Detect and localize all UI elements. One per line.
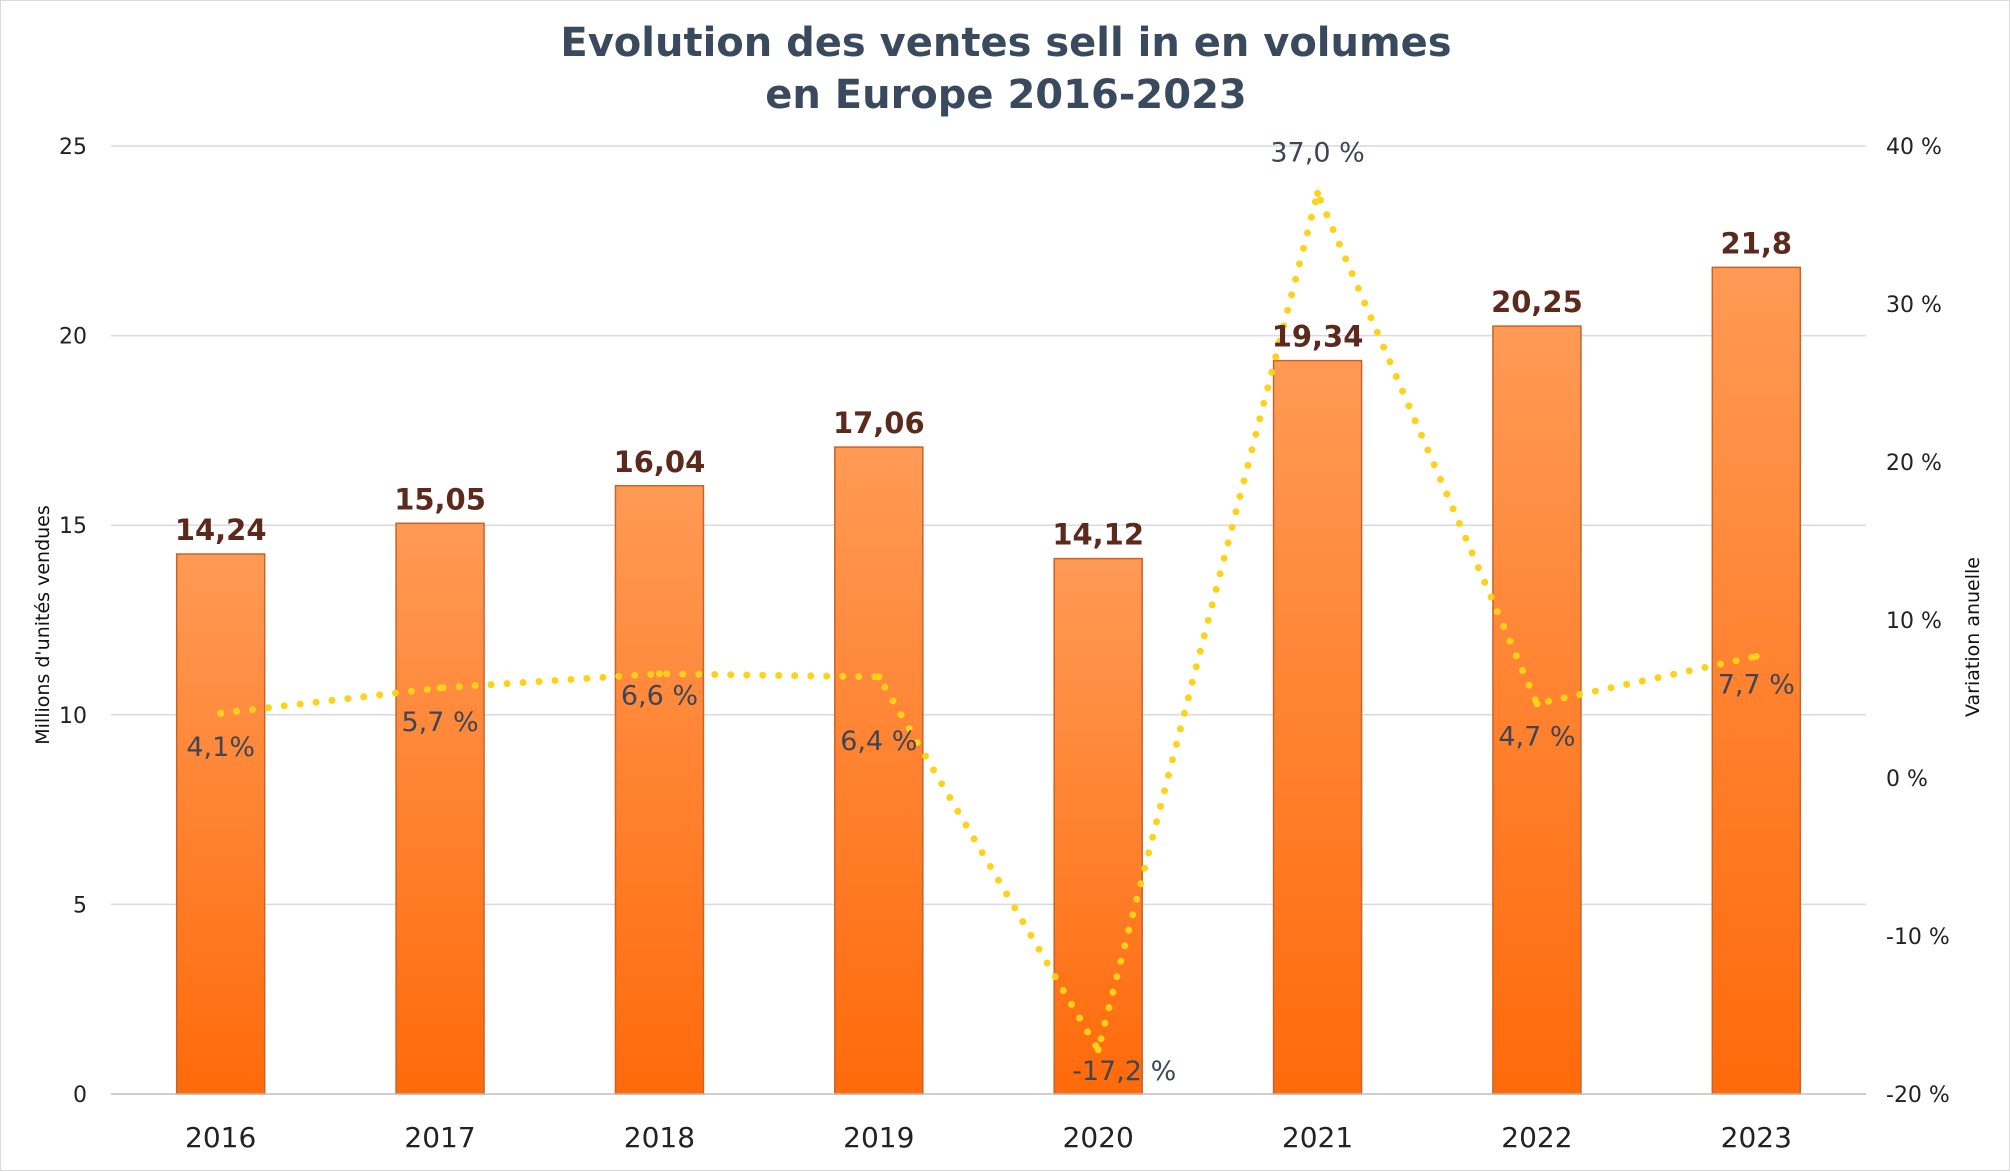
bar	[834, 446, 924, 1095]
y-tick-label-right: -20 %	[1886, 1083, 1950, 1108]
bar	[175, 553, 266, 1095]
bar-value-label: 17,06	[833, 406, 925, 440]
variation-label: 5,7 %	[401, 707, 478, 738]
bar-value-label: 15,05	[394, 482, 486, 516]
variation-label: 6,6 %	[621, 681, 698, 712]
variation-point	[655, 670, 663, 678]
variation-label: 4,7 %	[1498, 722, 1575, 753]
y-tick-label-left: 10	[59, 704, 87, 729]
bar-value-label: 21,8	[1721, 226, 1793, 260]
variation-line	[217, 189, 1760, 1054]
bar-value-label: 14,24	[175, 513, 267, 547]
y-tick-label-left: 5	[73, 893, 87, 918]
x-tick-label: 2019	[843, 1121, 914, 1154]
y-tick-label-right: 20 %	[1886, 451, 1942, 476]
bar	[1711, 266, 1802, 1095]
bar	[395, 522, 485, 1095]
bar-value-label: 19,34	[1272, 320, 1364, 354]
variation-label: 6,4 %	[840, 726, 917, 757]
y-tick-label-left: 15	[59, 514, 87, 539]
y-tick-label-right: 10 %	[1886, 609, 1942, 634]
gridlines	[111, 145, 1866, 906]
x-tick-label: 2022	[1501, 1121, 1572, 1154]
variation-label: 37,0 %	[1270, 137, 1364, 168]
variation-point	[1314, 189, 1322, 197]
y-axis-title-right: Variation anuelle	[1962, 557, 1984, 717]
bar-series	[175, 266, 1802, 1095]
data-labels: 14,24 15,05 16,04 17,06 14,12 19,34 20,25 21,8 4…	[175, 137, 1795, 1086]
variation-point	[436, 684, 444, 692]
chart-title-line-2: en Europe 2016-2023	[765, 72, 1247, 118]
y-tick-label-left: 20	[59, 325, 87, 350]
x-tick-label: 2023	[1721, 1121, 1792, 1154]
variation-label: -17,2 %	[1072, 1056, 1176, 1087]
y-tick-label-left: 25	[59, 135, 87, 160]
x-tick-label: 2016	[185, 1121, 256, 1154]
bar	[1272, 359, 1363, 1095]
y-tick-label-right: 0 %	[1886, 767, 1928, 792]
variation-label: 4,1%	[186, 732, 255, 763]
axes: Millions d'unités vendues Variation anue…	[32, 135, 1984, 1154]
x-tick-label: 2021	[1282, 1121, 1353, 1154]
variation-line-series	[217, 189, 1760, 1054]
bar	[614, 485, 705, 1095]
y-axis-title-left: Millions d'unités vendues	[32, 505, 54, 745]
chart-title-line-1: Evolution des ventes sell in en volumes	[560, 20, 1452, 66]
y-tick-label-right: 30 %	[1886, 293, 1942, 318]
bar	[1053, 557, 1143, 1095]
y-tick-label-right: -10 %	[1886, 925, 1950, 950]
x-tick-label: 2017	[404, 1121, 475, 1154]
bar	[1492, 325, 1582, 1095]
variation-point	[875, 673, 883, 681]
variation-label: 7,7 %	[1718, 669, 1795, 700]
x-tick-label: 2018	[624, 1121, 695, 1154]
variation-point	[1533, 700, 1541, 708]
bar-value-label: 14,12	[1052, 518, 1144, 552]
y-tick-label-right: 40 %	[1886, 135, 1942, 160]
x-tick-label: 2020	[1063, 1121, 1134, 1154]
variation-point	[1752, 652, 1760, 660]
bar-value-label: 20,25	[1491, 285, 1583, 319]
y-tick-label-left: 0	[73, 1083, 87, 1108]
chart-title: Evolution des ventes sell in en volumes …	[1, 17, 2010, 121]
variation-point	[217, 709, 225, 717]
variation-point	[1094, 1046, 1102, 1054]
bar-value-label: 16,04	[614, 445, 706, 479]
